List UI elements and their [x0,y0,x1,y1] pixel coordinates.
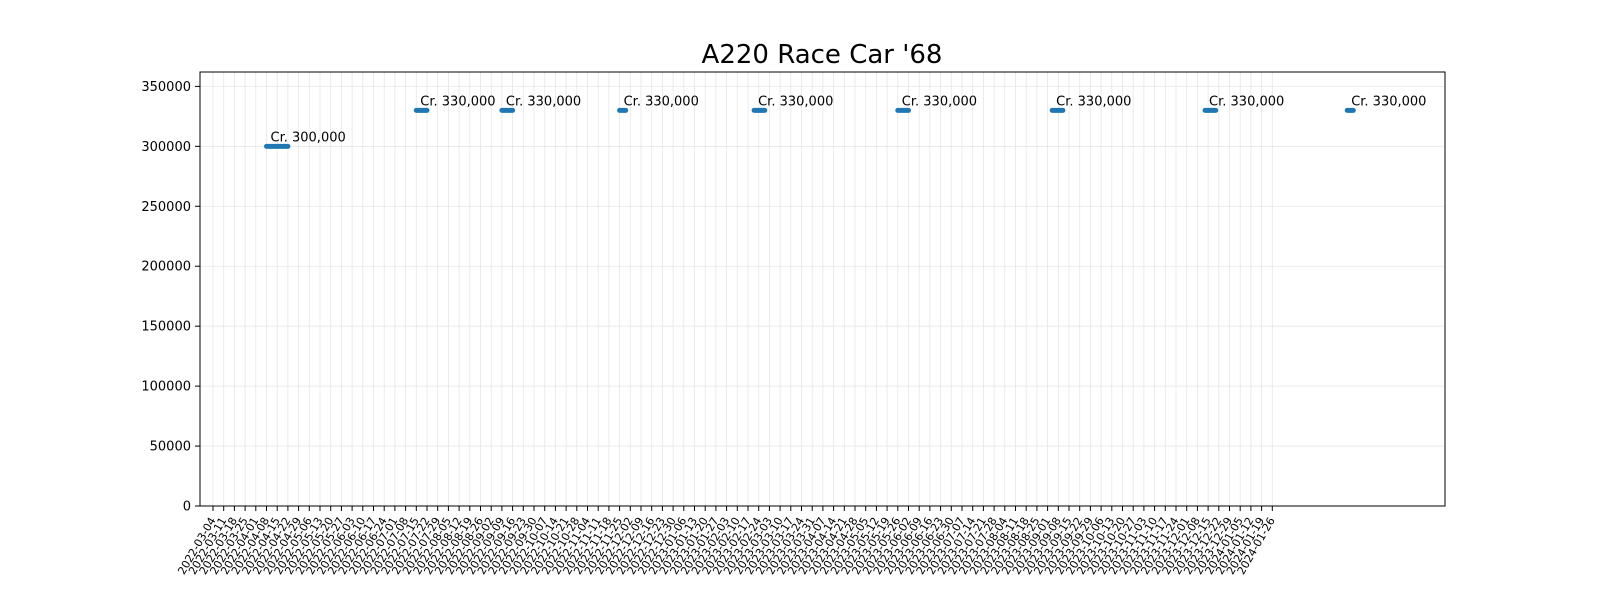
x-axis: 2022-03-042022-03-112022-03-182022-03-25… [175,506,1278,577]
price-annotation: Cr. 330,000 [1351,94,1426,109]
price-annotation: Cr. 300,000 [271,130,346,145]
price-series [264,107,1356,149]
y-tick-label: 150000 [141,320,191,335]
y-tick-label: 100000 [141,380,191,395]
y-axis: 0 50000 100000 150000 200000 250000 300000 3500… [141,80,200,515]
grid-layer [200,72,1445,507]
price-annotation: Cr. 330,000 [902,94,977,109]
price-annotation: Cr. 330,000 [758,94,833,109]
price-annotation: Cr. 330,000 [420,94,495,109]
y-tick-label: 50000 [150,440,191,455]
y-tick-label: 0 [183,500,191,515]
price-annotation: Cr. 330,000 [1056,94,1131,109]
y-tick-label: 300000 [141,140,191,155]
plot-area-frame [199,71,1446,507]
y-tick-label: 200000 [141,260,191,275]
price-annotation: Cr. 330,000 [506,94,581,109]
price-annotation: Cr. 330,000 [624,94,699,109]
chart-title: A220 Race Car '68 [702,40,943,70]
y-tick-label: 250000 [141,200,191,215]
price-annotation: Cr. 330,000 [1209,94,1284,109]
y-tick-label: 350000 [141,80,191,95]
price-labels: Cr. 300,000 Cr. 330,000 Cr. 330,000 Cr. 330… [271,94,1427,145]
